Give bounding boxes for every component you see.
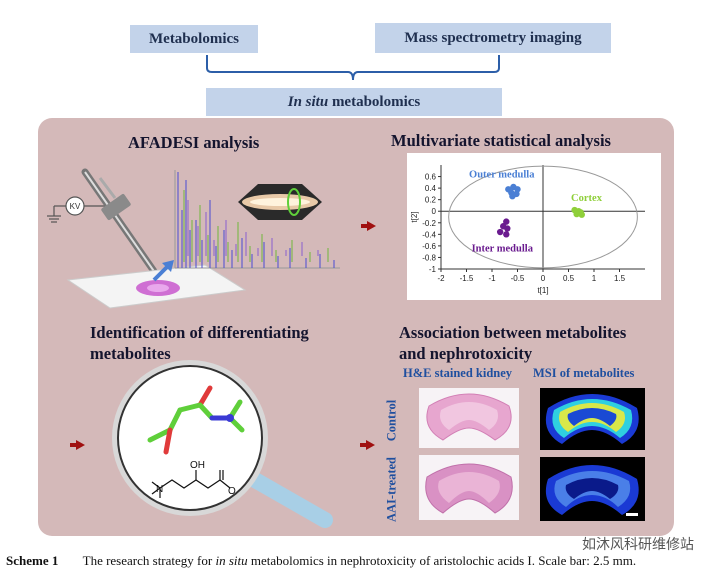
- molecule-2d: [151, 470, 231, 498]
- msi-label: Mass spectrometry imaging: [404, 29, 582, 46]
- aai-label: AAI-treated: [384, 456, 399, 523]
- ominus-label: O: [228, 486, 236, 497]
- x-tick-label: -0.5: [511, 274, 525, 283]
- ground-icon: [47, 205, 68, 223]
- association-title-line2: and nephrotoxicity: [399, 344, 533, 363]
- he-aai-image: [419, 455, 519, 520]
- y-tick-label: -0.6: [422, 242, 436, 251]
- caption-text-b: metabolomics in nephrotoxicity of aristo…: [247, 553, 637, 568]
- insitu-label-rest: metabolomics: [328, 93, 421, 110]
- data-point: [503, 218, 510, 225]
- msi-box: Mass spectrometry imaging: [375, 23, 611, 53]
- association-title-line1: Association between metabolites: [399, 323, 627, 342]
- confidence-ellipse: [448, 165, 638, 269]
- identification-title-line2: metabolites: [90, 344, 171, 363]
- scale-bar: [626, 513, 638, 516]
- control-label: Control: [384, 399, 399, 442]
- watermark: 如沐风科研维修站: [582, 537, 694, 553]
- kv-label: KV: [70, 202, 81, 211]
- data-point: [496, 228, 504, 236]
- arrow-right-icon: [361, 221, 376, 231]
- caption-italic: in situ: [215, 553, 248, 568]
- metabolomics-box: Metabolomics: [130, 25, 258, 53]
- mass-spectra: [174, 170, 340, 269]
- x-axis-label: t[1]: [537, 286, 548, 295]
- msi-metabolites-label: MSI of metabolites: [533, 366, 635, 380]
- ion-lens-icon: [238, 184, 322, 220]
- y-tick-label: 0.2: [425, 196, 437, 205]
- oh-label: OH: [190, 460, 205, 471]
- nplus-label: N: [156, 484, 163, 495]
- label-cortex: Cortex: [571, 193, 603, 204]
- data-point: [573, 210, 580, 218]
- x-tick-label: -1: [488, 274, 496, 283]
- insitu-box: In situ metabolomics: [206, 88, 502, 116]
- data-point: [509, 193, 516, 200]
- x-tick-label: -1.5: [460, 274, 474, 283]
- arrow-right-icon: [70, 440, 85, 450]
- magnifier-illustration: OH N O: [112, 360, 333, 528]
- y-tick-label: 0.4: [425, 184, 437, 193]
- identification-title-line1: Identification of differentiating: [90, 323, 309, 342]
- label-inter-medulla: Inter medulla: [472, 244, 534, 255]
- arrow-right-icon: [360, 440, 375, 450]
- he-label: H&E stained kidney: [403, 366, 513, 380]
- x-tick-label: 0.5: [563, 274, 575, 283]
- msi-control-image: [540, 388, 645, 450]
- bracket: [206, 55, 500, 81]
- flow-arrow-icon: [152, 260, 174, 282]
- identification-title: Identification of differentiating metabo…: [90, 322, 309, 364]
- molecule-3d: [147, 385, 245, 455]
- pca-plot-box: -2 -1.5 -1 -0.5 0 0.5 1 1.5 0.6 0.4 0.2 0 -0.2 -0.4 -0…: [407, 153, 661, 300]
- y-tick-label: -0.8: [422, 253, 436, 262]
- y-tick-label: -0.2: [422, 219, 436, 228]
- caption-text-a: The research strategy for: [82, 553, 216, 568]
- insitu-label-italic: In situ: [287, 93, 329, 110]
- label-outer-medulla: Outer medulla: [469, 170, 535, 181]
- sprayer-icon: [81, 168, 162, 281]
- association-title: Association between metabolites and neph…: [399, 322, 626, 364]
- afadesi-illustration: KV: [47, 168, 340, 309]
- figure-caption: Scheme 1 The research strategy for in si…: [6, 553, 636, 569]
- metabolomics-label: Metabolomics: [149, 30, 239, 47]
- data-point: [578, 211, 585, 218]
- msi-aai-image: [540, 457, 645, 521]
- multivariate-title: Multivariate statistical analysis: [391, 131, 611, 150]
- y-tick-label: -0.4: [422, 230, 436, 239]
- pca-scatter-plot: -2 -1.5 -1 -0.5 0 0.5 1 1.5 0.6 0.4 0.2 0 -0.2 -0.4 -0…: [410, 165, 645, 295]
- x-tick-label: 1: [592, 274, 597, 283]
- x-tick-label: 0: [541, 274, 546, 283]
- y-tick-label: -1: [429, 265, 437, 274]
- data-point: [503, 231, 510, 238]
- x-tick-label: -2: [437, 274, 445, 283]
- y-axis-label: t[2]: [410, 211, 419, 222]
- y-tick-label: 0.6: [425, 173, 437, 182]
- he-control-image: [419, 388, 519, 448]
- caption-label: Scheme 1: [6, 553, 59, 568]
- data-point: [504, 225, 511, 232]
- x-tick-label: 1.5: [614, 274, 626, 283]
- y-tick-label: 0: [432, 207, 437, 216]
- afadesi-title: AFADESI analysis: [128, 133, 260, 152]
